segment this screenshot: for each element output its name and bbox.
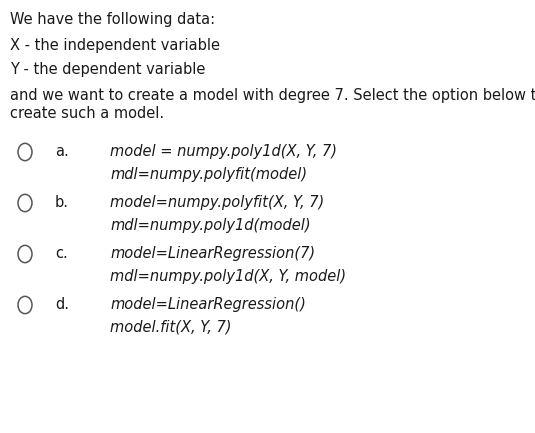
Text: b.: b. [55, 195, 69, 210]
Text: a.: a. [55, 144, 69, 159]
Text: and we want to create a model with degree 7. Select the option below that will: and we want to create a model with degre… [10, 88, 535, 103]
Text: model=numpy.polyfit(X, Y, 7): model=numpy.polyfit(X, Y, 7) [110, 195, 324, 210]
Text: Y - the dependent variable: Y - the dependent variable [10, 62, 205, 77]
Text: mdl=numpy.poly1d(X, Y, model): mdl=numpy.poly1d(X, Y, model) [110, 269, 346, 284]
Text: We have the following data:: We have the following data: [10, 12, 215, 27]
Text: model=LinearRegression(7): model=LinearRegression(7) [110, 246, 315, 261]
Text: d.: d. [55, 297, 69, 312]
Text: X - the independent variable: X - the independent variable [10, 38, 220, 53]
Text: create such a model.: create such a model. [10, 106, 164, 121]
Text: model.fit(X, Y, 7): model.fit(X, Y, 7) [110, 320, 232, 335]
Text: mdl=numpy.poly1d(model): mdl=numpy.poly1d(model) [110, 218, 311, 233]
Text: model = numpy.poly1d(X, Y, 7): model = numpy.poly1d(X, Y, 7) [110, 144, 337, 159]
Text: c.: c. [55, 246, 68, 261]
Text: model=LinearRegression(): model=LinearRegression() [110, 297, 306, 312]
Text: mdl=numpy.polyfit(model): mdl=numpy.polyfit(model) [110, 167, 307, 182]
